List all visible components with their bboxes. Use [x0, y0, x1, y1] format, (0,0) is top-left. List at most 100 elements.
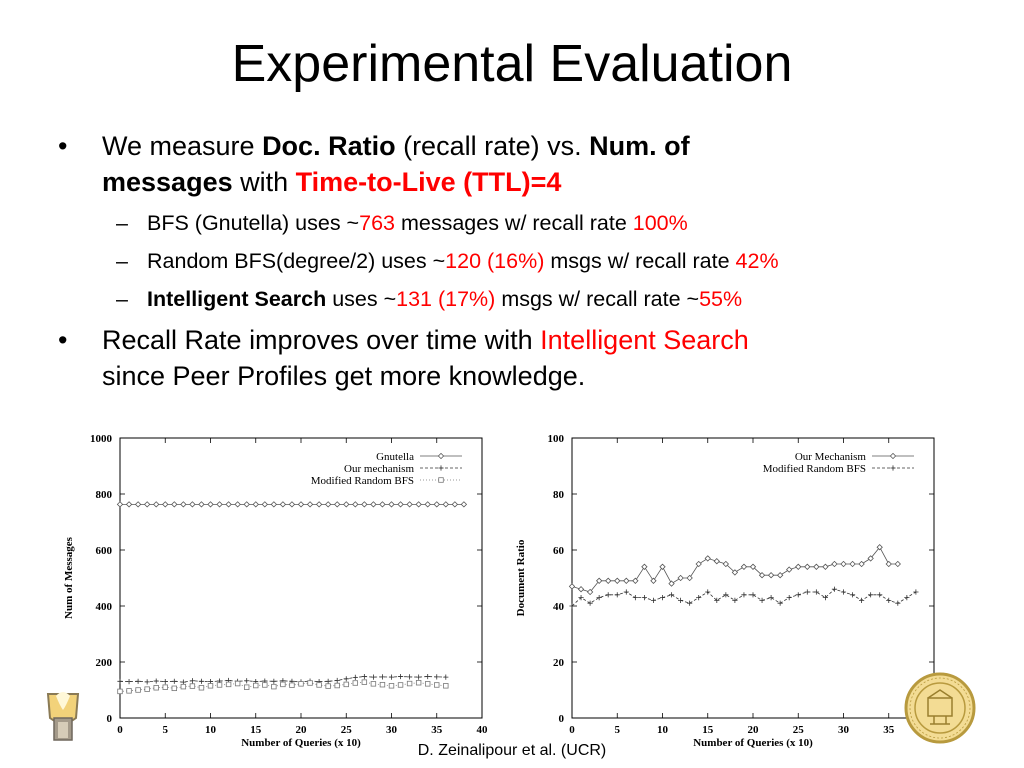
- data-point: [750, 592, 756, 598]
- x-tick-label: 0: [569, 724, 575, 736]
- data-point: [126, 679, 132, 685]
- data-point: [632, 595, 638, 601]
- data-point: [695, 560, 702, 568]
- value: 55%: [699, 287, 743, 311]
- data-point: [741, 592, 747, 598]
- y-tick-label: 60: [553, 545, 565, 557]
- data-point: [840, 560, 847, 568]
- data-point: [424, 501, 431, 508]
- data-point: [885, 560, 892, 568]
- data-point: [659, 595, 666, 601]
- data-point: [632, 577, 639, 584]
- data-point: [117, 688, 123, 695]
- x-axis-label: Number of Queries (x 10): [693, 737, 813, 749]
- data-point: [289, 682, 295, 688]
- text: We measure: [102, 131, 263, 161]
- data-point: [913, 589, 919, 595]
- data-point: [696, 595, 702, 601]
- series-1: [569, 586, 919, 609]
- data-point: [379, 501, 386, 508]
- data-point: [776, 572, 784, 579]
- data-point: [678, 597, 684, 603]
- ucr-torch-logo-icon: [46, 692, 80, 741]
- data-point: [153, 678, 159, 684]
- value: 100%: [632, 211, 688, 235]
- bullet-marker: •: [58, 131, 68, 161]
- data-point: [795, 592, 801, 598]
- data-point: [189, 683, 196, 689]
- data-point: [315, 501, 323, 508]
- x-tick-label: 15: [250, 724, 262, 736]
- num-messages-term: Num. of: [589, 131, 690, 161]
- data-point: [831, 560, 838, 568]
- data-point: [859, 597, 865, 603]
- data-point: [877, 592, 883, 598]
- data-point: [388, 501, 395, 508]
- data-point: [134, 501, 142, 508]
- y-tick-label: 40: [553, 601, 565, 613]
- data-point: [849, 560, 856, 568]
- footer-citation: D. Zeinalipour et al. (UCR): [417, 742, 607, 759]
- data-point: [143, 501, 151, 508]
- bullet-marker: •: [58, 325, 68, 355]
- data-point: [207, 683, 214, 689]
- data-point: [252, 501, 259, 508]
- data-point: [759, 597, 765, 603]
- data-point: [324, 501, 332, 508]
- data-point: [125, 501, 133, 508]
- data-point: [225, 681, 232, 688]
- data-point: [415, 501, 422, 508]
- x-tick-label: 35: [431, 724, 443, 736]
- data-point: [297, 501, 305, 508]
- data-point: [198, 685, 205, 691]
- text: Random BFS(degree/2) uses ~: [147, 249, 446, 273]
- data-point: [207, 501, 214, 508]
- data-point: [361, 673, 367, 680]
- subbullet-random-bfs: – Random BFS(degree/2) uses ~120 (16%) m…: [58, 242, 1008, 280]
- text: Recall Rate improves over time with: [102, 325, 541, 355]
- x-tick-label: 35: [883, 724, 895, 736]
- data-point: [668, 592, 675, 598]
- data-point: [288, 501, 296, 508]
- data-point: [234, 680, 241, 687]
- text: messages w/ recall rate: [394, 211, 633, 235]
- x-tick-label: 5: [163, 724, 169, 736]
- x-tick-label: 20: [296, 724, 308, 736]
- data-point: [407, 674, 413, 680]
- data-point: [298, 681, 304, 687]
- data-point: [858, 560, 865, 568]
- x-tick-label: 10: [205, 724, 217, 736]
- data-point: [443, 674, 449, 680]
- data-point: [786, 595, 792, 601]
- data-point: [261, 501, 268, 508]
- data-point: [388, 683, 395, 689]
- data-point: [578, 595, 584, 601]
- messages-chart-svg: 0 5 10 15 20 25 30 35 4002004006008001000Number …: [63, 433, 488, 749]
- data-point: [379, 681, 386, 688]
- y-axis-label: Num of Messages: [63, 536, 75, 619]
- data-point: [714, 597, 720, 603]
- text: BFS (Gnutella) uses ~: [147, 211, 360, 235]
- data-point: [813, 589, 819, 595]
- ttl-term: Time-to-Live (TTL)=4: [295, 167, 562, 197]
- data-point: [171, 501, 178, 508]
- text: msgs w/ recall rate ~: [495, 287, 700, 311]
- data-point: [849, 592, 856, 598]
- legend-marker: [889, 452, 897, 460]
- legend-marker: [438, 465, 444, 471]
- data-point: [397, 682, 404, 688]
- data-point: [768, 595, 774, 601]
- data-point: [144, 686, 150, 692]
- data-point: [876, 544, 883, 551]
- data-point: [144, 679, 150, 685]
- legend-marker: [438, 477, 444, 483]
- data-point: [822, 595, 828, 601]
- value: 42%: [735, 249, 779, 273]
- text: msgs w/ recall rate: [544, 249, 736, 273]
- intelligent-search-term: Intelligent Search: [147, 287, 327, 311]
- y-tick-label: 20: [553, 657, 565, 669]
- text: (recall rate) vs.: [395, 131, 590, 161]
- data-point: [153, 501, 160, 508]
- data-point: [126, 688, 132, 694]
- data-point: [749, 563, 757, 570]
